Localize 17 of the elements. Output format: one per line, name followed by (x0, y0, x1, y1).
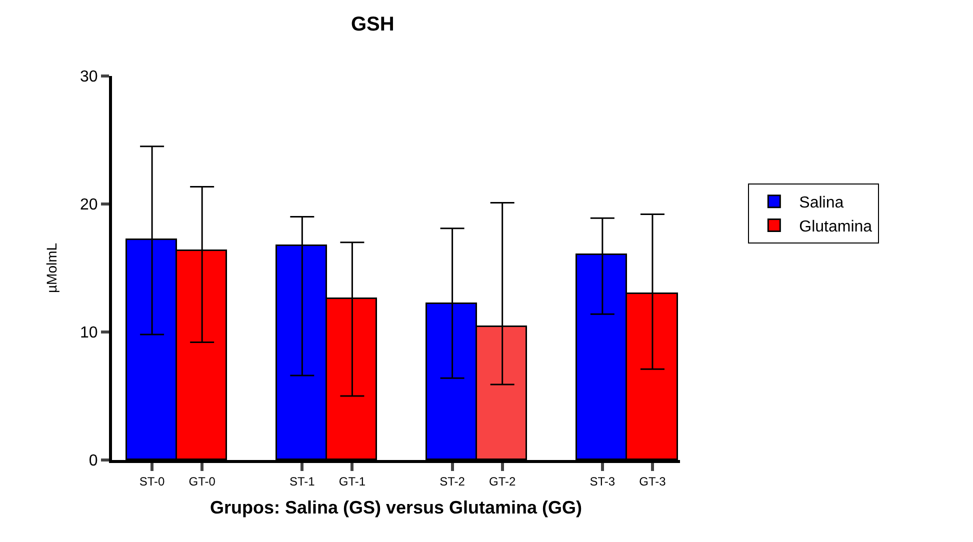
legend-label: Salina (799, 194, 844, 212)
y-tick-label: 20 (80, 196, 98, 214)
x-tick-label: GT-3 (639, 474, 666, 488)
chart-title: GSH (350, 13, 394, 36)
legend-label: Glutamina (799, 218, 872, 236)
y-axis-title: µMolmL (44, 242, 60, 294)
y-tick-label: 30 (80, 68, 98, 86)
x-tick-label: GT-0 (188, 474, 216, 488)
x-tick-label: ST-2 (440, 474, 466, 488)
x-tick-label: GT-1 (338, 474, 366, 488)
x-axis-title: Grupos: Salina (GS) versus Glutamina (GG) (210, 498, 582, 518)
x-tick-label: GT-2 (489, 474, 516, 488)
y-tick-label: 10 (80, 324, 98, 342)
y-tick-label: 0 (88, 452, 98, 470)
x-tick-label: ST-1 (290, 474, 316, 488)
x-tick-label: ST-0 (139, 474, 166, 488)
x-tick-label: ST-3 (590, 474, 616, 488)
